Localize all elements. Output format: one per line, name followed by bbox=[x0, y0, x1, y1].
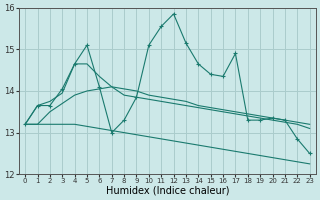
X-axis label: Humidex (Indice chaleur): Humidex (Indice chaleur) bbox=[106, 186, 229, 196]
